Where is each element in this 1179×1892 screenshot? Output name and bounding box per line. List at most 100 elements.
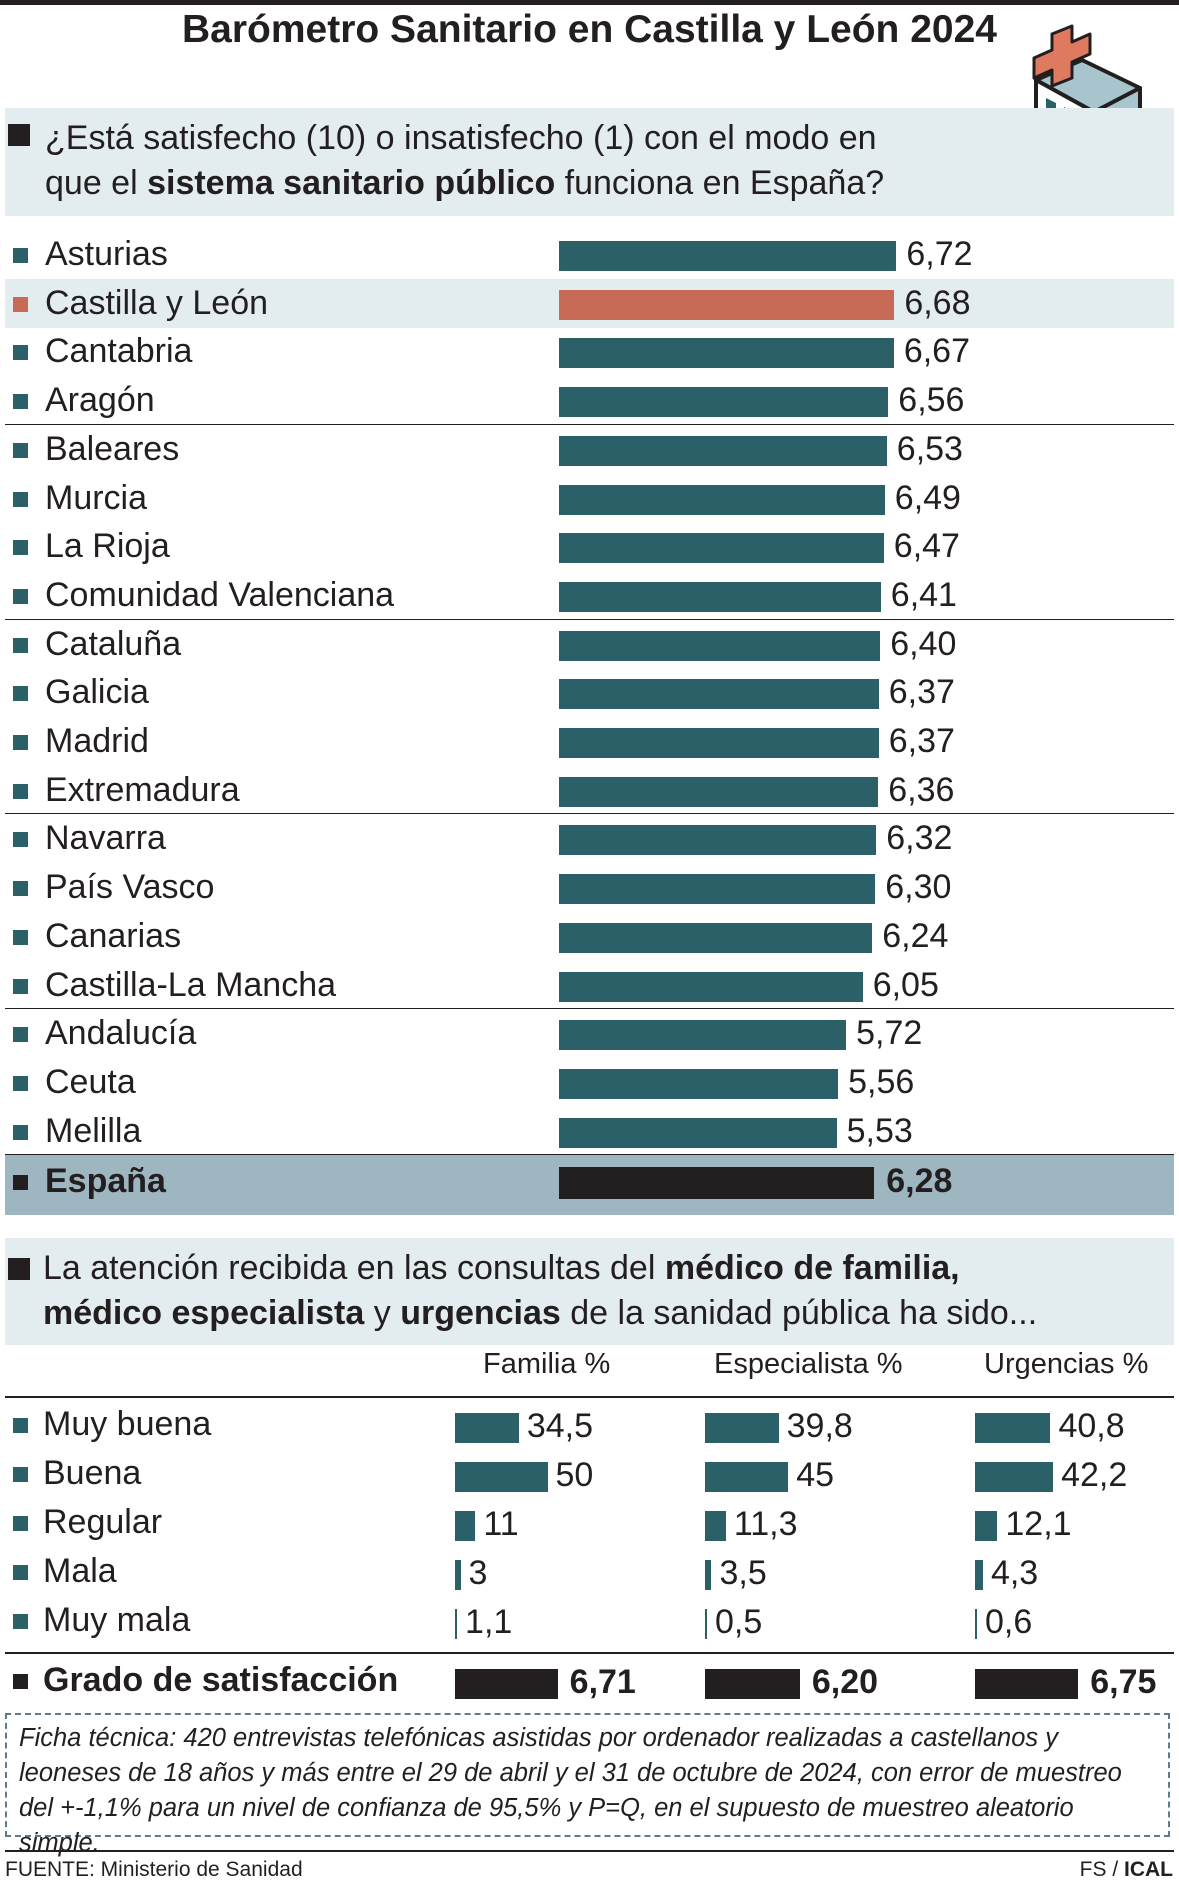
total-label: España [45, 1162, 166, 1201]
satisfaction-label: Grado de satisfacción [43, 1661, 399, 1699]
bar-row: Cataluña 6,40 [5, 620, 1174, 669]
category-label: Extremadura [45, 770, 240, 809]
value-label: 6,53 [896, 429, 963, 468]
bar [559, 1117, 837, 1148]
bar [705, 1462, 789, 1492]
bullet-marker [13, 345, 28, 361]
value-label: 0,5 [715, 1603, 763, 1641]
bullet-marker [13, 1467, 28, 1482]
value-label: 6,40 [890, 624, 957, 663]
bar [559, 581, 881, 612]
chart-title: Barómetro Sanitario en Castilla y León 2… [182, 8, 997, 51]
value-label: 6,41 [890, 575, 957, 614]
category-label: Regular [43, 1503, 163, 1541]
value-label: 45 [796, 1456, 835, 1494]
value-label: 11,3 [733, 1505, 798, 1543]
bullet-marker [13, 929, 28, 945]
bar [559, 387, 889, 418]
category-label: Cataluña [45, 624, 182, 663]
bar [559, 728, 879, 758]
value-label: 50 [555, 1456, 594, 1494]
bullet-marker [13, 832, 28, 848]
bar-row: Cantabria 6,67 [5, 327, 1174, 376]
bar [559, 484, 885, 515]
column-header: Urgencias % [984, 1348, 1149, 1380]
question-2-text: La atención recibida en las consultas de… [43, 1249, 1038, 1332]
bar [705, 1511, 726, 1541]
category-label: Baleares [45, 429, 180, 468]
bullet-marker [13, 442, 28, 458]
value-label: 6,37 [888, 673, 955, 712]
bullet-marker [13, 881, 28, 897]
bar [559, 922, 873, 953]
bullet-marker [13, 1418, 28, 1433]
bar-row: Galicia 6,37 [5, 668, 1174, 717]
credit: FS / ICAL [1079, 1858, 1173, 1881]
value-label: 6,36 [888, 770, 955, 809]
bar-row: Regular 11 11,3 12,1 [5, 1498, 1174, 1547]
category-label: Muy mala [43, 1601, 191, 1639]
category-label: Asturias [45, 235, 168, 273]
value-label: 11 [483, 1505, 519, 1543]
bullet-marker [13, 783, 28, 799]
bullet-marker [13, 1614, 28, 1629]
bar [705, 1413, 779, 1443]
category-label: Ceuta [45, 1062, 136, 1101]
bar [705, 1560, 712, 1590]
bar [559, 630, 881, 661]
value-label: 39,8 [786, 1407, 853, 1445]
bar-row: Muy mala 1,1 0,5 0,6 [5, 1596, 1174, 1645]
bullet-marker [13, 1516, 28, 1531]
bar [455, 1462, 548, 1492]
bar-row: Comunidad Valenciana 6,41 [5, 571, 1174, 620]
bullet-marker [13, 686, 28, 702]
bar [975, 1413, 1051, 1443]
bar [559, 289, 895, 320]
satisfaction-bar [975, 1669, 1079, 1699]
satisfaction-value: 6,71 [569, 1663, 636, 1701]
category-label: Mala [43, 1552, 117, 1590]
bar [975, 1462, 1054, 1492]
value-label: 42,2 [1061, 1456, 1128, 1494]
satisfaction-bar [705, 1669, 800, 1699]
bullet-marker [13, 1674, 28, 1689]
bar [559, 435, 887, 466]
source-note: FUENTE: Ministerio de Sanidad [5, 1858, 303, 1881]
bar-row: Madrid 6,37 [5, 717, 1174, 766]
bar [455, 1511, 476, 1541]
value-label: 6,32 [886, 819, 953, 858]
bar [559, 1020, 847, 1051]
bullet-marker [13, 1124, 28, 1140]
bar-row: Murcia 6,49 [5, 474, 1174, 523]
bullet-marker [13, 491, 28, 507]
bullet-marker [13, 735, 28, 750]
group-divider [5, 618, 1174, 620]
bullet-marker [13, 394, 28, 410]
category-label: País Vasco [45, 868, 215, 907]
bar [705, 1609, 707, 1639]
satisfaction-value: 6,75 [1090, 1663, 1157, 1701]
value-label: 6,67 [903, 332, 971, 371]
value-label: 5,72 [856, 1014, 923, 1053]
category-label: Comunidad Valenciana [45, 575, 395, 614]
category-label: Muy buena [43, 1405, 212, 1443]
category-label: La Rioja [45, 527, 170, 566]
value-label: 40,8 [1058, 1407, 1125, 1445]
category-label: Buena [43, 1454, 142, 1492]
total-divider [5, 1154, 1174, 1156]
category-label: Galicia [45, 673, 149, 712]
top-rule [0, 0, 1179, 5]
value-label: 6,56 [898, 381, 965, 420]
value-label: 1,1 [465, 1603, 513, 1641]
category-label: Madrid [45, 722, 149, 760]
bar [559, 1068, 839, 1099]
value-label: 5,53 [846, 1111, 913, 1150]
bullet-marker [13, 978, 28, 994]
satisfaction-divider [5, 1652, 1174, 1654]
bar-row: País Vasco 6,30 [5, 863, 1174, 912]
value-label: 6,72 [906, 235, 973, 273]
column-header: Especialista % [714, 1348, 903, 1380]
bullet-marker [13, 637, 28, 653]
bar-row: Castilla-La Mancha 6,05 [5, 961, 1174, 1010]
value-label: 3 [468, 1554, 488, 1592]
